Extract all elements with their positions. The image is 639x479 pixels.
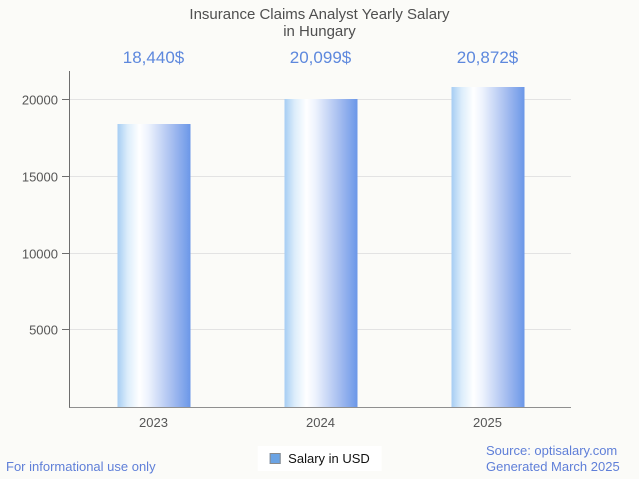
source-text: Source: optisalary.com (486, 443, 618, 458)
generated-text: Generated March 2025 (486, 459, 620, 474)
chart-title: Insurance Claims Analyst Yearly Salary i… (0, 6, 639, 40)
legend: Salary in USD (257, 446, 382, 471)
y-tick-label-5000: 5000 (29, 322, 58, 338)
bar-2025 (451, 86, 524, 407)
value-label-2023: 18,440$ (122, 48, 185, 67)
chart-title-line1: Insurance Claims Analyst Yearly Salary (189, 6, 450, 23)
chart-title-line2: in Hungary (283, 23, 356, 40)
x-axis-label-2024: 2024 (306, 415, 335, 430)
x-axis-label-2023: 2023 (139, 415, 168, 430)
x-axis-label-2025: 2025 (473, 415, 502, 430)
y-tick-label-15000: 15000 (21, 169, 58, 185)
disclaimer-text: For informational use only (6, 459, 156, 474)
plot-area: 5000 10000 15000 20000 18,440$ 2023 20,099$ 202… (22, 48, 571, 430)
bar-2023 (117, 124, 190, 407)
bar-2024 (284, 98, 357, 407)
y-tick-label-20000: 20000 (21, 92, 58, 108)
legend-label: Salary in USD (288, 451, 370, 466)
legend-swatch-icon (269, 453, 281, 464)
y-tick-mark-10000 (62, 252, 69, 254)
y-tick-mark-15000 (62, 175, 69, 177)
source-attribution: Source: optisalary.com Generated March 2… (486, 443, 620, 475)
y-tick-mark-20000 (62, 99, 69, 101)
value-label-2024: 20,099$ (289, 48, 352, 67)
y-tick-label-10000: 10000 (21, 246, 58, 262)
y-tick-mark-5000 (62, 329, 69, 331)
value-label-2025: 20,872$ (456, 48, 519, 67)
